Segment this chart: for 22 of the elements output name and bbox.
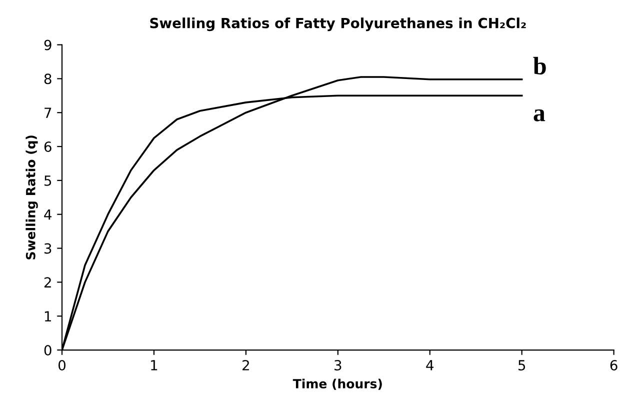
y-tick-label: 7 <box>44 108 52 118</box>
x-tick-label: 5 <box>518 360 526 370</box>
y-tick-label: 6 <box>44 141 52 152</box>
x-tick-label: 3 <box>334 360 342 370</box>
x-tick-label: 1 <box>151 360 158 370</box>
x-axis-title: Time (hours) <box>292 378 382 390</box>
chart-title: Swelling Ratios of Fatty Polyurethanes in CH₂Cl₂ <box>150 18 526 32</box>
y-tick-label: 0 <box>44 344 52 356</box>
y-axis-title: Swelling Ratio (q) <box>26 136 38 260</box>
annotation: a <box>534 109 546 122</box>
x-tick-label: 0 <box>58 360 66 370</box>
y-tick-label: 2 <box>44 277 51 288</box>
y-tick-label: 8 <box>44 74 52 84</box>
y-tick-label: 4 <box>44 210 52 220</box>
y-tick-label: 9 <box>44 40 52 50</box>
x-tick-label: 2 <box>242 360 249 370</box>
y-tick-label: 1 <box>44 311 51 322</box>
y-tick-label: 3 <box>44 243 52 254</box>
x-tick-label: 4 <box>426 360 434 370</box>
annotation: b <box>533 56 546 75</box>
y-tick-label: 5 <box>44 176 52 186</box>
x-tick-label: 6 <box>610 360 618 370</box>
